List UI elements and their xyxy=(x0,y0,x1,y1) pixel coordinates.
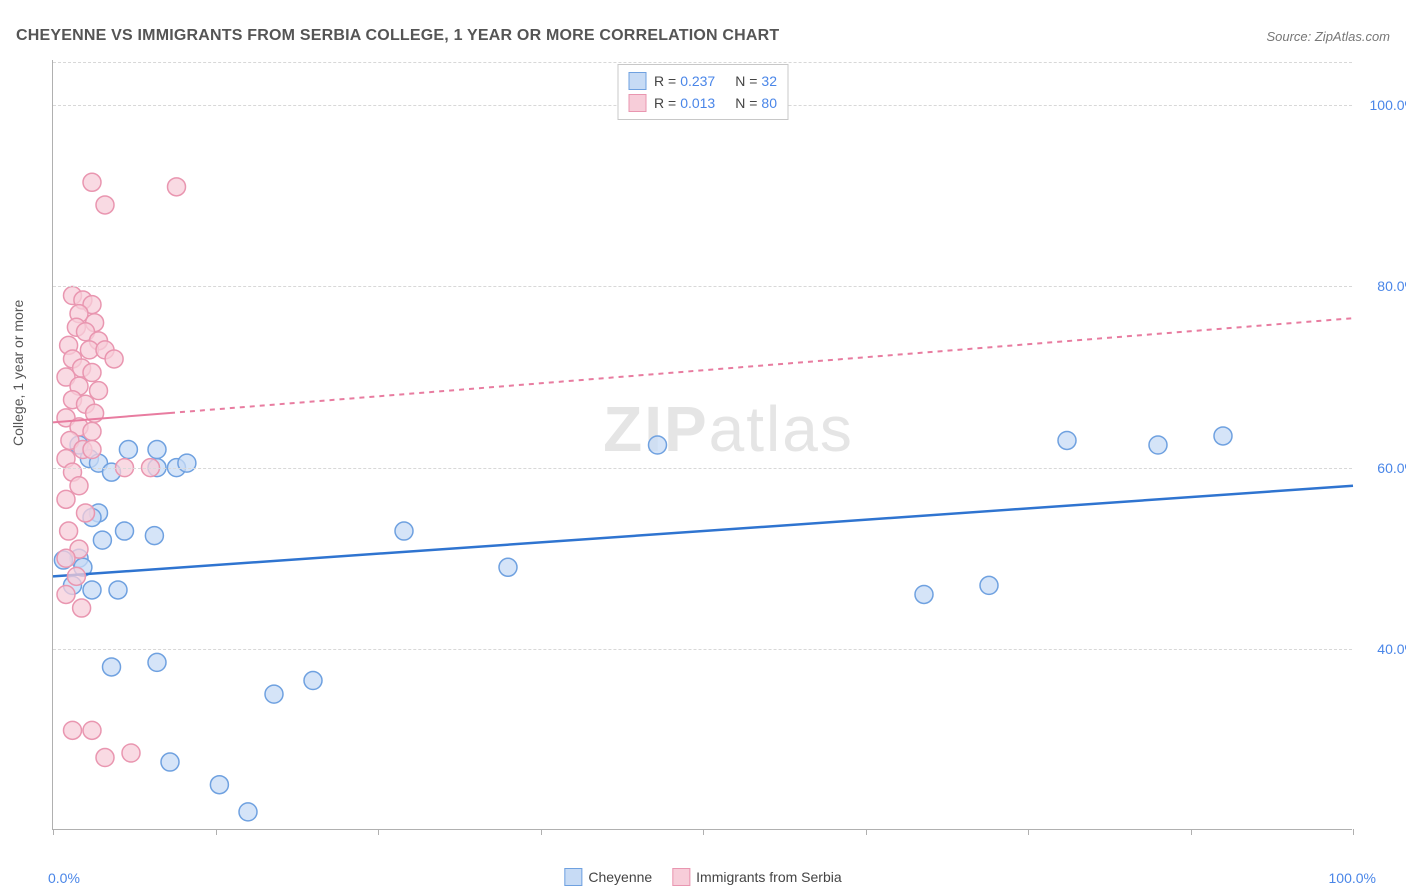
cheyenne-point xyxy=(119,441,137,459)
serbia-point xyxy=(73,599,91,617)
x-tick xyxy=(1191,829,1192,835)
cheyenne-point xyxy=(83,581,101,599)
y-axis-label: College, 1 year or more xyxy=(10,300,26,446)
serbia-point xyxy=(64,721,82,739)
serbia-regression-line-dashed xyxy=(170,318,1353,413)
series-legend-item-cheyenne: Cheyenne xyxy=(564,868,652,886)
serbia-point xyxy=(90,382,108,400)
cheyenne-point xyxy=(1214,427,1232,445)
y-tick-label: 100.0% xyxy=(1370,97,1406,113)
gridline xyxy=(53,62,1352,63)
legend-n-text: N = 32 xyxy=(735,73,777,89)
cheyenne-point xyxy=(210,776,228,794)
legend-row-serbia: R = 0.013 N = 80 xyxy=(628,92,777,114)
serbia-point xyxy=(57,549,75,567)
correlation-legend: R = 0.237 N = 32 R = 0.013 N = 80 xyxy=(617,64,788,120)
chart-plot-area: ZIPatlas R = 0.237N = 32R = 0.013N = 80 … xyxy=(52,60,1352,830)
chart-title: CHEYENNE VS IMMIGRANTS FROM SERBIA COLLE… xyxy=(16,27,779,45)
x-tick xyxy=(1028,829,1029,835)
x-tick xyxy=(216,829,217,835)
y-tick-label: 80.0% xyxy=(1377,278,1406,294)
cheyenne-point xyxy=(395,522,413,540)
serbia-point xyxy=(122,744,140,762)
gridline xyxy=(53,468,1352,469)
x-tick xyxy=(1353,829,1354,835)
serbia-point xyxy=(96,749,114,767)
x-tick xyxy=(53,829,54,835)
cheyenne-point xyxy=(161,753,179,771)
serbia-point xyxy=(67,567,85,585)
cheyenne-point xyxy=(178,454,196,472)
cheyenne-regression-line xyxy=(53,486,1353,577)
series-label: Cheyenne xyxy=(588,869,652,885)
gridline xyxy=(53,286,1352,287)
source-attribution: Source: ZipAtlas.com xyxy=(1266,29,1390,44)
title-bar: CHEYENNE VS IMMIGRANTS FROM SERBIA COLLE… xyxy=(16,20,1390,52)
legend-n-text: N = 80 xyxy=(735,95,777,111)
cheyenne-point xyxy=(93,531,111,549)
x-axis-min-label: 0.0% xyxy=(48,870,80,886)
legend-r-text: R = 0.013 xyxy=(654,95,715,111)
serbia-point xyxy=(60,522,78,540)
cheyenne-point xyxy=(109,581,127,599)
legend-r-text: R = 0.237 xyxy=(654,73,715,89)
cheyenne-point xyxy=(148,441,166,459)
serbia-point xyxy=(57,585,75,603)
legend-swatch xyxy=(672,868,690,886)
serbia-point xyxy=(83,422,101,440)
gridline xyxy=(53,649,1352,650)
legend-swatch xyxy=(564,868,582,886)
serbia-point xyxy=(96,196,114,214)
y-tick-label: 60.0% xyxy=(1377,460,1406,476)
x-tick xyxy=(866,829,867,835)
x-axis-max-label: 100.0% xyxy=(1329,870,1376,886)
cheyenne-point xyxy=(265,685,283,703)
legend-swatch xyxy=(628,94,646,112)
legend-row-cheyenne: R = 0.237 N = 32 xyxy=(628,70,777,92)
series-legend-item-serbia: Immigrants from Serbia xyxy=(672,868,841,886)
serbia-point xyxy=(70,477,88,495)
series-label: Immigrants from Serbia xyxy=(696,869,841,885)
cheyenne-point xyxy=(116,522,134,540)
cheyenne-point xyxy=(980,576,998,594)
serbia-point xyxy=(57,490,75,508)
cheyenne-point xyxy=(499,558,517,576)
serbia-point xyxy=(83,721,101,739)
x-tick xyxy=(703,829,704,835)
cheyenne-point xyxy=(145,527,163,545)
serbia-point xyxy=(83,364,101,382)
cheyenne-point xyxy=(148,653,166,671)
cheyenne-point xyxy=(103,658,121,676)
cheyenne-point xyxy=(649,436,667,454)
cheyenne-point xyxy=(304,672,322,690)
scatter-svg xyxy=(53,60,1352,829)
serbia-point xyxy=(83,441,101,459)
x-tick xyxy=(378,829,379,835)
cheyenne-point xyxy=(915,585,933,603)
x-tick xyxy=(541,829,542,835)
cheyenne-point xyxy=(1058,431,1076,449)
serbia-point xyxy=(77,504,95,522)
serbia-point xyxy=(105,350,123,368)
series-legend: Cheyenne Immigrants from Serbia xyxy=(564,868,841,886)
cheyenne-point xyxy=(239,803,257,821)
legend-swatch xyxy=(628,72,646,90)
serbia-point xyxy=(83,173,101,191)
y-tick-label: 40.0% xyxy=(1377,641,1406,657)
cheyenne-point xyxy=(1149,436,1167,454)
serbia-point xyxy=(168,178,186,196)
